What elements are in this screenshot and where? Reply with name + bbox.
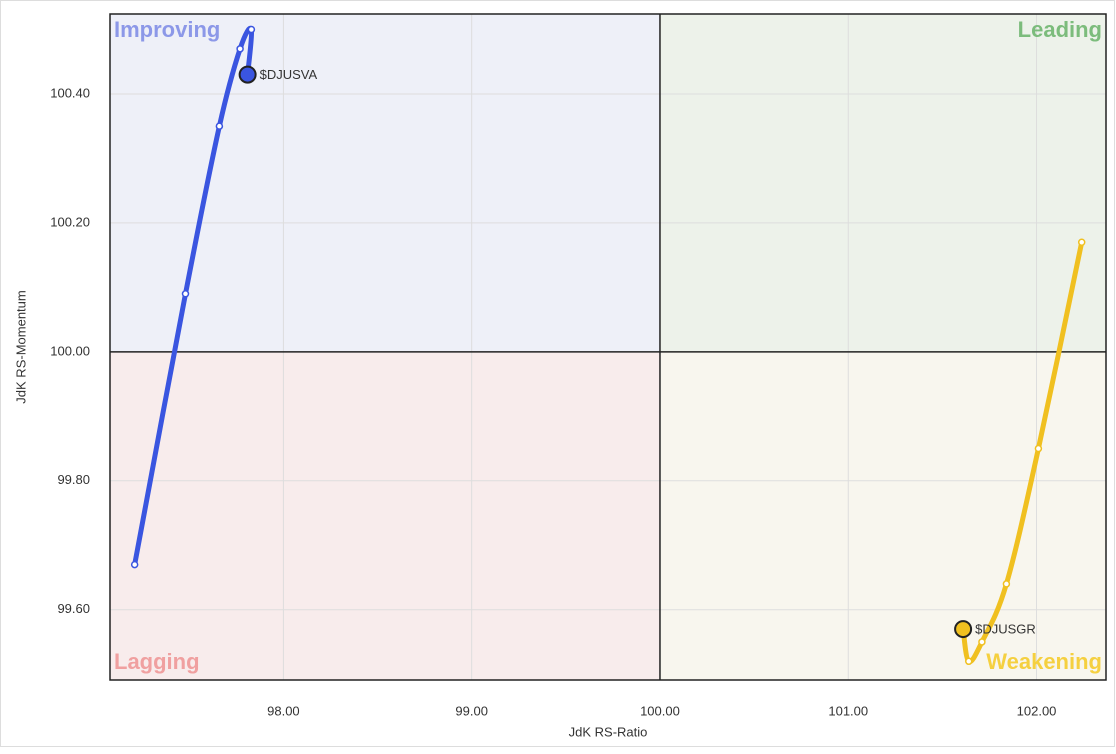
x-tick-label: 98.00	[267, 703, 300, 718]
trail-point	[247, 25, 256, 34]
x-tick-label: 99.00	[455, 703, 488, 718]
trail-point	[236, 45, 244, 53]
trail-point	[1077, 238, 1086, 246]
trail-point	[215, 122, 224, 130]
x-tick-label: 102.00	[1017, 703, 1057, 718]
x-tick-label: 100.00	[640, 703, 680, 718]
x-axis-label: JdK RS-Ratio	[569, 724, 648, 739]
trail-point	[1002, 580, 1011, 588]
y-tick-label: 100.40	[50, 85, 90, 100]
trail-point	[964, 657, 973, 666]
y-tick-label: 100.00	[50, 343, 90, 358]
y-tick-label: 99.60	[57, 601, 90, 616]
head-point	[954, 620, 973, 639]
y-axis-label: JdK RS-Momentum	[13, 290, 28, 403]
head-point	[238, 65, 257, 84]
trail-point	[1034, 444, 1043, 453]
x-tick-label: 101.00	[828, 703, 868, 718]
quadrant-label: Lagging	[114, 649, 200, 674]
series-label: $DJUSGR	[975, 622, 1036, 637]
y-tick-label: 99.80	[57, 472, 90, 487]
series-label: $DJUSVA	[260, 67, 318, 82]
trail-point	[978, 638, 986, 646]
quadrant	[659, 351, 1106, 680]
trail-point	[130, 560, 139, 569]
quadrant	[110, 351, 660, 680]
quadrant-label: Leading	[1018, 17, 1102, 42]
quadrant-label: Improving	[114, 17, 220, 42]
quadrant	[659, 14, 1106, 352]
quadrant-label: Weakening	[986, 649, 1102, 674]
y-tick-label: 100.20	[50, 214, 90, 229]
trail-point	[181, 290, 190, 298]
quadrant	[110, 14, 660, 352]
plot-border	[109, 13, 1107, 681]
